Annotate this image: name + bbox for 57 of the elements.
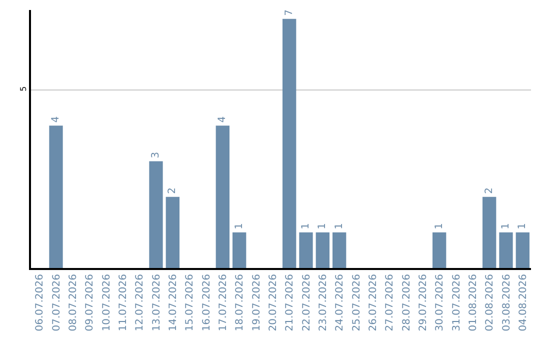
data-label: 4 (50, 116, 62, 123)
data-label: 1 (317, 223, 328, 230)
x-tick-label: 02.08.2026 (484, 274, 496, 332)
bar (499, 232, 513, 268)
x-tick-label: 21.07.2026 (284, 274, 296, 332)
bar (216, 126, 230, 268)
bar (516, 232, 530, 268)
x-tick-label: 15.07.2026 (184, 274, 196, 332)
x-tick-label: 26.07.2026 (368, 274, 379, 332)
x-tick-label: 01.08.2026 (468, 274, 479, 332)
x-tick-label: 29.07.2026 (418, 274, 429, 332)
bar (482, 196, 496, 268)
x-tick-label: 03.08.2026 (501, 274, 512, 332)
y-tick-label: 5 (18, 86, 28, 92)
x-tick-label: 10.07.2026 (101, 274, 112, 332)
x-tick-label: 14.07.2026 (168, 274, 179, 332)
x-tick-label: 17.07.2026 (218, 274, 229, 332)
x-tick-label: 20.07.2026 (268, 274, 279, 332)
bar (49, 126, 63, 268)
x-tick-label: 28.07.2026 (401, 274, 412, 332)
bar (299, 232, 313, 268)
x-tick-label: 23.07.2026 (318, 274, 329, 332)
x-tick-label: 31.07.2026 (451, 274, 462, 332)
data-label: 3 (150, 152, 162, 158)
bar (282, 18, 296, 268)
bar (332, 232, 346, 268)
data-label: 2 (167, 187, 178, 194)
x-tick-label: 19.07.2026 (251, 274, 262, 332)
x-tick-label: 09.07.2026 (84, 274, 96, 332)
x-tick-label: 18.07.2026 (234, 274, 246, 332)
data-label: 1 (234, 223, 245, 230)
x-tick-label: 04.08.2026 (518, 274, 529, 332)
x-tick-label: 24.07.2026 (334, 274, 346, 332)
data-label: 2 (484, 187, 495, 194)
bar (432, 232, 446, 268)
x-tick-label: 22.07.2026 (301, 274, 312, 332)
x-tick-label: 06.07.2026 (34, 274, 46, 332)
x-tick-label: 13.07.2026 (151, 274, 162, 332)
x-tick-label: 08.07.2026 (68, 274, 79, 332)
x-tick-label: 12.07.2026 (134, 274, 146, 332)
x-tick-label: 16.07.2026 (201, 274, 212, 332)
x-tick-label: 27.07.2026 (384, 274, 396, 332)
data-label: 1 (300, 223, 312, 230)
x-tick-label: 25.07.2026 (351, 274, 362, 332)
bar (149, 161, 163, 268)
x-tick-label: 07.07.2026 (51, 274, 62, 332)
data-label: 1 (500, 223, 512, 230)
data-label: 1 (434, 223, 445, 230)
data-label: 4 (217, 116, 228, 123)
data-label: 7 (284, 10, 295, 16)
x-tick-label: 11.07.2026 (118, 274, 129, 332)
x-tick-label: 30.07.2026 (434, 274, 446, 332)
bar (316, 232, 330, 268)
data-label: 1 (517, 223, 528, 230)
bar (232, 232, 246, 268)
data-label: 1 (334, 223, 345, 230)
bar (166, 196, 180, 268)
